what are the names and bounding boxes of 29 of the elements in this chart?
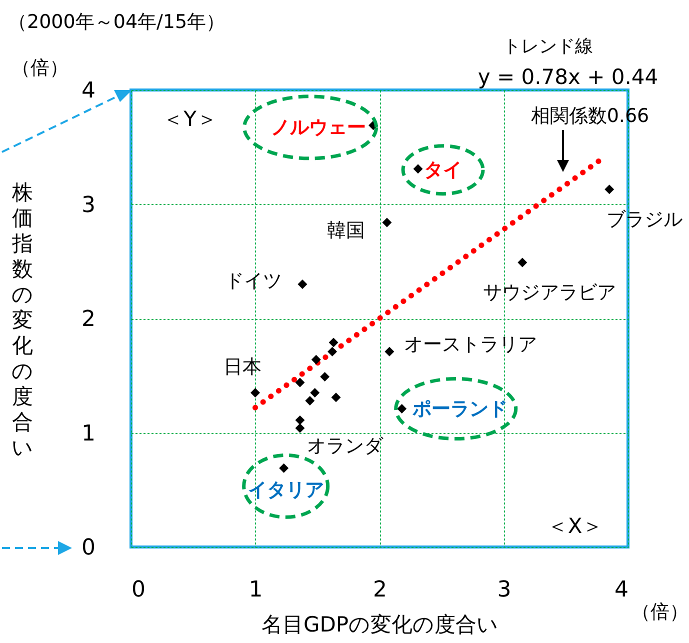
annotation: ノルウェー	[270, 116, 366, 138]
y-tick-label: 2	[82, 307, 96, 332]
annotation: 韓国	[326, 220, 365, 242]
x-tick-label: 4	[614, 578, 628, 602]
text: 株価指数の変化の度合い	[12, 180, 34, 460]
y-tick-label: 3	[82, 192, 96, 218]
annotation: サウジアラビア	[482, 282, 616, 304]
annotation: タイ	[424, 158, 462, 181]
text: y = 0.78x + 0.44	[478, 65, 658, 89]
annotation: オランダ	[306, 435, 384, 458]
x-tick-label: 1	[248, 578, 263, 602]
chart-subtitle: （2000年～04年/15年）	[8, 11, 226, 33]
annotation: ＜X＞	[546, 514, 604, 538]
x-tick-label: 2	[373, 578, 387, 602]
y-tick-label: 4	[82, 78, 96, 104]
annotation: ＜Y＞	[162, 107, 218, 131]
annotation: イタリア	[248, 479, 324, 502]
text: （倍）	[632, 601, 688, 623]
text: トレンド線	[503, 36, 593, 57]
annotation: オーストラリア	[404, 334, 537, 356]
annotation: ポーランド	[411, 398, 508, 420]
text: （倍）	[12, 57, 68, 79]
annotation: ドイツ	[224, 270, 282, 292]
x-tick-label: 0	[132, 578, 146, 602]
x-axis-title: 名目GDPの変化の度合い	[261, 612, 499, 636]
y-tick-label: 0	[82, 536, 96, 560]
y-tick-label: 1	[82, 421, 96, 446]
annotation: 日本	[223, 356, 262, 378]
x-tick-label: 3	[497, 578, 512, 602]
